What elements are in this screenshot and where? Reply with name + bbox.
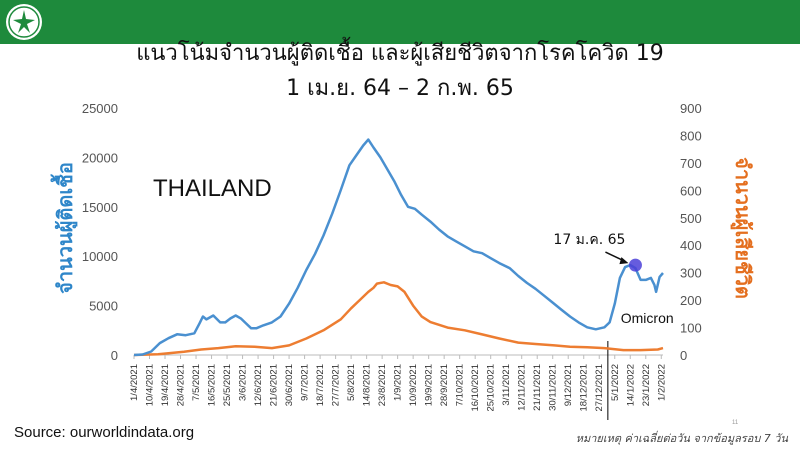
cases-series-line: [133, 138, 664, 357]
x-tick-label: 27/12/2021: [594, 364, 605, 412]
x-tick-label: 7/5/2021: [191, 364, 202, 401]
x-tick-label: 1/9/2021: [393, 364, 404, 401]
x-tick-label: 14/8/2021: [362, 364, 373, 406]
omicron-label: Omicron: [621, 310, 674, 326]
page-number: 11: [732, 420, 739, 426]
x-tick-label: 1/2/2022: [656, 364, 667, 401]
left-tick-label: 15000: [82, 200, 118, 215]
x-tick-label: 3/6/2021: [238, 364, 249, 401]
x-tick-label: 5/1/2022: [610, 364, 621, 401]
x-tick-label: 3/11/2021: [501, 364, 512, 406]
x-tick-label: 5/8/2021: [346, 364, 357, 401]
x-tick-label: 14/1/2022: [625, 364, 636, 406]
x-tick-label: 16/10/2021: [470, 364, 481, 412]
x-tick-label: 27/7/2021: [331, 364, 342, 406]
x-tick-label: 19/4/2021: [160, 364, 171, 406]
x-tick-label: 10/4/2021: [145, 364, 156, 406]
x-tick-label: 9/12/2021: [563, 364, 574, 406]
x-tick-label: 30/11/2021: [548, 364, 559, 411]
chart-subtitle: 1 เม.ย. 64 – 2 ก.พ. 65: [286, 76, 514, 101]
right-tick-label: 300: [680, 266, 702, 281]
x-tick-label: 9/7/2021: [300, 364, 311, 401]
highlight-marker: [628, 258, 642, 272]
right-tick-label: 700: [680, 156, 702, 171]
right-tick-label: 500: [680, 211, 702, 226]
x-tick-label: 18/7/2021: [315, 364, 326, 406]
x-tick-label: 12/6/2021: [253, 364, 264, 406]
right-tick-label: 800: [680, 128, 702, 143]
right-tick-label: 0: [680, 348, 687, 363]
left-tick-label: 25000: [82, 101, 118, 116]
peak-date-annotation: 17 ม.ค. 65: [553, 232, 625, 248]
x-tick-label: 21/6/2021: [269, 364, 280, 406]
x-tick-label: 7/10/2021: [455, 364, 466, 406]
right-tick-label: 200: [680, 293, 702, 308]
deaths-series-line: [133, 281, 664, 357]
x-tick-label: 21/11/2021: [532, 364, 543, 411]
x-tick-label: 30/6/2021: [284, 364, 295, 406]
x-axis-ticks: 1/4/2021 10/4/2021 19/4/2021 28/4/2021 7/5/2…: [129, 355, 667, 412]
footnote-text: หมายเหตุ ค่าเฉลี่ยต่อวัน จากข้อมูลรอบ 7 …: [576, 430, 789, 445]
left-tick-label: 0: [111, 348, 118, 363]
source-text: Source: ourworldindata.org: [14, 424, 194, 441]
right-tick-label: 600: [680, 183, 702, 198]
x-tick-label: 28/4/2021: [176, 364, 187, 406]
chart-title: แนวโน้มจำนวนผู้ติดเชื้อ และผู้เสียชีวิตจ…: [136, 37, 664, 66]
right-tick-label: 900: [680, 101, 702, 116]
left-tick-label: 20000: [82, 150, 118, 165]
left-axis-ticks: 0 5000 10000 15000 20000 25000: [82, 101, 118, 363]
header-bar: [0, 0, 800, 44]
right-tick-label: 400: [680, 238, 702, 253]
left-axis-label: จำนวนผู้ติดเชื้อ: [50, 162, 79, 294]
country-label: THAILAND: [153, 175, 272, 202]
x-tick-label: 23/8/2021: [377, 364, 388, 406]
annotation-arrowhead: [619, 257, 629, 265]
x-tick-label: 18/12/2021: [579, 364, 590, 412]
x-tick-label: 12/11/2021: [517, 364, 528, 411]
x-tick-label: 23/1/2022: [641, 364, 652, 406]
x-tick-label: 25/10/2021: [486, 364, 497, 412]
left-tick-label: 10000: [82, 249, 118, 264]
x-tick-label: 1/4/2021: [129, 364, 140, 401]
right-axis-ticks: 0 100 200 300 400 500 600 700 800 900: [680, 101, 702, 363]
x-tick-label: 19/9/2021: [424, 364, 435, 406]
left-tick-label: 5000: [89, 299, 118, 314]
ministry-of-public-health-emblem-icon: [6, 4, 42, 40]
right-axis-label: จำนวนผู้เสียชีวิต: [729, 157, 755, 299]
x-tick-label: 28/9/2021: [439, 364, 450, 406]
x-tick-label: 10/9/2021: [408, 364, 419, 406]
x-tick-label: 25/5/2021: [222, 364, 233, 406]
right-tick-label: 100: [680, 321, 702, 336]
x-tick-label: 16/5/2021: [207, 364, 218, 406]
